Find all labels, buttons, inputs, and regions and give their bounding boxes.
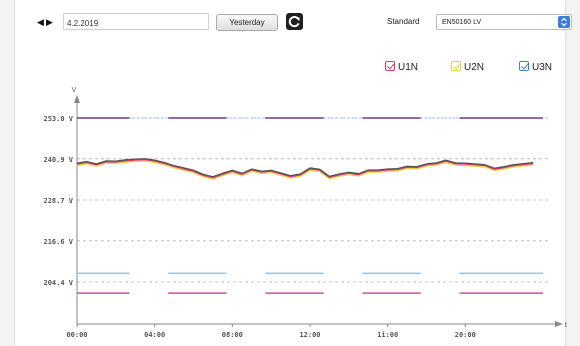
y-tick-label: 253.0 V (43, 115, 73, 123)
legend-label-u2n: U2N (464, 62, 485, 73)
standard-select[interactable]: EN50160 LV (436, 14, 572, 30)
x-tick-label: 20:00 (455, 331, 476, 339)
series-line-u1n (76, 159, 534, 179)
next-day-arrow-icon[interactable]: ▶ (46, 17, 53, 27)
legend-item-u2n[interactable]: U2N (451, 61, 484, 73)
legend-checkbox-u1n-icon (385, 61, 395, 71)
y-tick-label: 216.6 V (43, 238, 73, 246)
legend-item-u1n[interactable]: U1N (385, 61, 418, 73)
x-tick-label: 1i:00 (377, 331, 398, 339)
x-tick-label: 00:00 (66, 331, 87, 339)
x-axis-arrow-icon (555, 321, 563, 327)
legend-label-u1n: U1N (398, 62, 419, 73)
prev-day-arrow-icon[interactable]: ◀ (37, 17, 44, 27)
y-tick-label: 240.9 V (43, 156, 73, 164)
x-tick-label: 08:00 (222, 331, 243, 339)
standard-label: Standard (387, 17, 420, 26)
date-input[interactable] (63, 13, 209, 30)
refresh-button[interactable] (286, 13, 303, 30)
chart-card: ◀ ▶ Yesterday Standard EN50160 LV U1N U2… (14, 0, 572, 346)
y-axis-arrow-icon (74, 95, 80, 103)
legend-label-u3n: U3N (532, 62, 553, 73)
yesterday-button[interactable]: Yesterday (216, 14, 278, 31)
standard-select-value: EN50160 LV (442, 19, 482, 26)
legend-checkbox-u2n-icon (451, 61, 461, 71)
select-caret-icon (558, 16, 570, 28)
x-tick-label: 12:00 (299, 331, 320, 339)
y-tick-label: 228.7 V (43, 197, 73, 205)
legend-item-u3n[interactable]: U3N (519, 61, 552, 73)
x-axis-unit: t (565, 322, 567, 329)
legend-checkbox-u3n-icon (519, 61, 529, 71)
y-tick-label: 204.4 V (43, 279, 73, 287)
series-line-u2n (76, 160, 534, 180)
y-axis-unit: V (72, 87, 77, 94)
voltage-chart: 204.4 V 216.6 V 228.7 V 240.9 V 253.0 V Vt 00:… (43, 87, 567, 339)
refresh-icon (288, 16, 300, 28)
x-tick-label: 04:00 (144, 331, 165, 339)
series-line-u3n (76, 158, 534, 178)
